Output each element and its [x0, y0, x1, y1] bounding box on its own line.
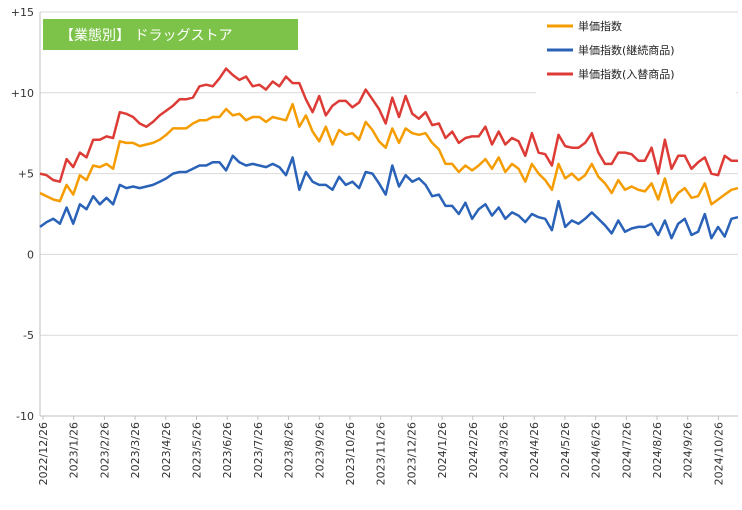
title-badge-box [43, 19, 298, 50]
series-line-3 [39, 67, 738, 183]
chart-title: 【業態別】 ドラッグストア [60, 28, 232, 44]
y-tick-label: -10 [16, 410, 34, 423]
series-line-1 [39, 102, 739, 206]
y-axis-ticks: +15 +10 +5 0 -5 -10 [11, 6, 34, 423]
x-tick-label: 2024/8/26 [651, 422, 664, 478]
y-tick-label: 0 [27, 248, 34, 261]
x-tick-label: 2023/6/26 [221, 422, 234, 478]
title-badge: 【業態別】 ドラッグストア [43, 19, 298, 50]
x-axis-ticks: 2022/12/26 2023/1/26 2023/2/26 2023/3/26 202… [37, 416, 725, 485]
x-tick-label: 2024/4/26 [528, 422, 541, 478]
x-tick-label: 2024/2/26 [467, 422, 480, 478]
x-tick-label: 2024/10/26 [712, 422, 725, 485]
y-tick-label: +5 [18, 168, 34, 181]
x-tick-label: 2023/12/26 [405, 422, 418, 485]
x-tick-label: 2023/4/26 [160, 422, 173, 478]
x-tick-label: 2023/10/26 [344, 422, 357, 485]
y-tick-label: +15 [11, 6, 34, 19]
y-tick-label: -5 [23, 329, 34, 342]
x-tick-label: 2024/6/26 [590, 422, 603, 478]
x-tick-label: 2023/11/26 [375, 422, 388, 485]
x-tick-label: 2024/5/26 [559, 422, 572, 478]
series-lines [39, 67, 739, 240]
x-tick-label: 2023/9/26 [313, 422, 326, 478]
x-tick-label: 2023/1/26 [68, 422, 81, 478]
x-tick-label: 2023/8/26 [283, 422, 296, 478]
legend-label: 単価指数(入替商品) [578, 67, 675, 81]
x-tick-label: 2023/2/26 [98, 422, 111, 478]
legend-label: 単価指数(継続商品) [578, 43, 675, 57]
x-tick-label: 2024/1/26 [436, 422, 449, 478]
x-tick-label: 2023/3/26 [129, 422, 142, 478]
x-tick-label: 2024/7/26 [620, 422, 633, 478]
y-tick-label: +10 [11, 87, 34, 100]
x-tick-label: 2023/7/26 [252, 422, 265, 478]
y-gridlines [39, 11, 738, 417]
x-tick-label: 2024/9/26 [682, 422, 695, 478]
legend-label: 単価指数 [578, 19, 622, 33]
x-tick-label: 2022/12/26 [37, 422, 50, 485]
x-tick-label: 2024/3/26 [498, 422, 511, 478]
series-line-2 [39, 154, 739, 240]
x-tick-label: 2023/5/26 [191, 422, 204, 478]
